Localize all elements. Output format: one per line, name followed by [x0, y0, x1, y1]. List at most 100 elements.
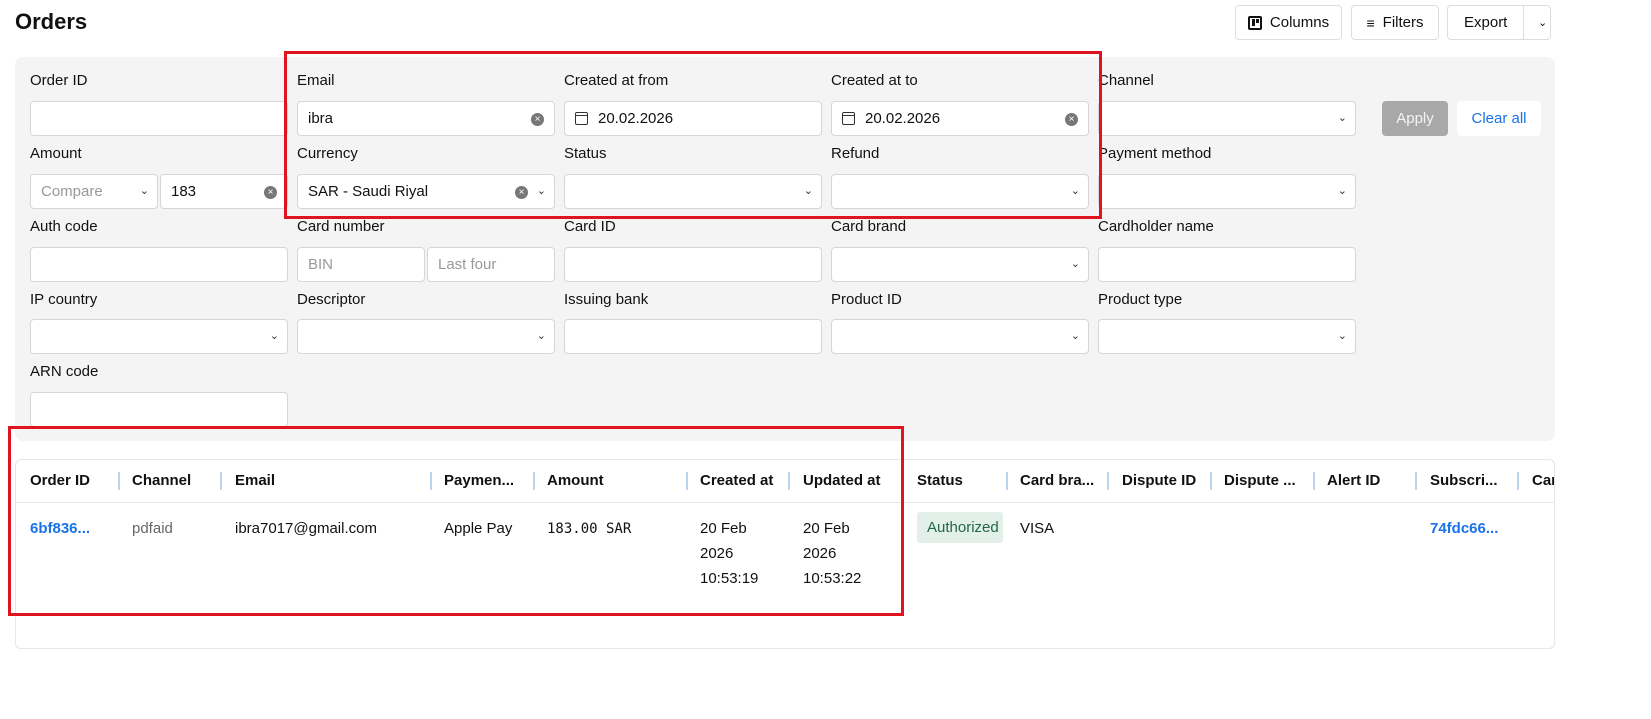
- chevron-down-icon: ⌄: [139, 185, 149, 197]
- email-value: ibra: [308, 110, 334, 127]
- column-header-subscription[interactable]: Subscri...: [1430, 472, 1498, 489]
- column-header-card-brand[interactable]: Card bra...: [1020, 472, 1095, 489]
- auth-code-input[interactable]: [30, 247, 288, 282]
- auth-code-label: Auth code: [30, 218, 98, 235]
- product-type-select[interactable]: ⌄: [1098, 319, 1356, 354]
- order-id-link[interactable]: 6bf836...: [30, 520, 91, 537]
- column-resize-handle[interactable]: [118, 472, 120, 490]
- clear-icon[interactable]: ×: [1065, 113, 1078, 126]
- columns-icon: [1247, 15, 1262, 30]
- column-resize-handle[interactable]: [533, 472, 535, 490]
- column-resize-handle[interactable]: [686, 472, 688, 490]
- highlight-box-row: [8, 426, 904, 616]
- column-resize-handle[interactable]: [788, 472, 790, 490]
- column-header-dispute-id[interactable]: Dispute ID: [1122, 472, 1197, 489]
- arn-code-label: ARN code: [30, 363, 99, 380]
- channel-select[interactable]: ⌄: [1098, 101, 1356, 136]
- column-resize-handle[interactable]: [1415, 472, 1417, 490]
- ip-country-label: IP country: [30, 291, 98, 308]
- refund-label: Refund: [831, 145, 880, 162]
- chevron-down-icon: ⌄: [269, 330, 279, 342]
- ip-country-select[interactable]: ⌄: [30, 319, 288, 354]
- updated-time: 10:53:22: [803, 570, 862, 587]
- column-resize-handle[interactable]: [1313, 472, 1315, 490]
- chevron-down-icon: ⌄: [1337, 330, 1347, 342]
- column-header-created-at[interactable]: Created at: [700, 472, 774, 489]
- channel-cell: pdfaid: [132, 520, 173, 537]
- currency-label: Currency: [297, 145, 358, 162]
- chevron-down-icon: ⌄: [1070, 185, 1080, 197]
- apply-button[interactable]: Apply: [1382, 101, 1448, 136]
- created-at-cell: 20 Feb 2026 10:53:19: [700, 516, 758, 591]
- amount-value: 183: [171, 183, 197, 200]
- status-select[interactable]: ⌄: [564, 174, 822, 209]
- columns-button[interactable]: Columns: [1235, 5, 1342, 40]
- payment-method-label: Payment method: [1098, 145, 1212, 162]
- filters-button[interactable]: ≡ Filters: [1351, 5, 1439, 40]
- column-header-card[interactable]: Car: [1532, 472, 1555, 489]
- amount-compare-select[interactable]: Compare ⌄: [30, 174, 158, 209]
- order-id-label: Order ID: [30, 72, 88, 89]
- currency-value: SAR - Saudi Riyal: [308, 183, 429, 200]
- email-cell: ibra7017@gmail.com: [235, 520, 377, 537]
- card-brand-select[interactable]: ⌄: [831, 247, 1089, 282]
- column-resize-handle[interactable]: [1006, 472, 1008, 490]
- card-id-input[interactable]: [564, 247, 822, 282]
- column-header-payment[interactable]: Paymen...: [444, 472, 515, 489]
- currency-select[interactable]: SAR - Saudi Riyal × ⌄: [297, 174, 555, 209]
- last-four-input[interactable]: Last four: [427, 247, 555, 282]
- column-resize-handle[interactable]: [1210, 472, 1212, 490]
- email-input[interactable]: ibra ×: [297, 101, 555, 136]
- column-header-updated-at[interactable]: Updated at: [803, 472, 881, 489]
- export-dropdown-chevron-icon[interactable]: ⌄: [1538, 17, 1548, 29]
- highlight-box-filters: [284, 51, 1102, 219]
- cardholder-name-input[interactable]: [1098, 247, 1356, 282]
- descriptor-select[interactable]: ⌄: [297, 319, 555, 354]
- created-from-label: Created at from: [564, 72, 669, 89]
- created-from-input[interactable]: 20.02.2026: [564, 101, 822, 136]
- column-header-dispute-status[interactable]: Dispute ...: [1224, 472, 1296, 489]
- calendar-icon: [575, 112, 588, 125]
- column-header-channel[interactable]: Channel: [132, 472, 192, 489]
- column-resize-handle[interactable]: [430, 472, 432, 490]
- chevron-down-icon: ⌄: [803, 185, 813, 197]
- clear-icon[interactable]: ×: [515, 186, 528, 199]
- product-type-label: Product type: [1098, 291, 1183, 308]
- export-button[interactable]: Export: [1448, 6, 1524, 39]
- subscription-link[interactable]: 74fdc66...: [1430, 520, 1499, 537]
- column-header-order-id[interactable]: Order ID: [30, 472, 91, 489]
- chevron-down-icon: ⌄: [1337, 185, 1347, 197]
- column-header-email[interactable]: Email: [235, 472, 276, 489]
- channel-label: Channel: [1098, 72, 1154, 89]
- created-to-input[interactable]: 20.02.2026 ×: [831, 101, 1089, 136]
- compare-placeholder: Compare: [41, 183, 103, 200]
- updated-date: 20 Feb: [803, 520, 850, 537]
- clear-icon[interactable]: ×: [531, 113, 544, 126]
- filters-label: Filters: [1382, 14, 1424, 31]
- order-id-input[interactable]: [30, 101, 288, 136]
- column-header-status[interactable]: Status: [917, 472, 963, 489]
- column-resize-handle[interactable]: [1107, 472, 1109, 490]
- updated-at-cell: 20 Feb 2026 10:53:22: [803, 516, 861, 591]
- card-brand-cell: VISA: [1020, 520, 1055, 537]
- chevron-down-icon: ⌄: [536, 330, 546, 342]
- column-header-alert-id[interactable]: Alert ID: [1327, 472, 1381, 489]
- page-title: Orders: [15, 9, 88, 34]
- amount-input[interactable]: 183 ×: [160, 174, 288, 209]
- calendar-icon: [842, 112, 855, 125]
- arn-code-input[interactable]: [30, 392, 288, 427]
- issuing-bank-input[interactable]: [564, 319, 822, 354]
- column-resize-handle[interactable]: [1517, 472, 1519, 490]
- chevron-down-icon: ⌄: [1337, 112, 1347, 124]
- created-date: 20 Feb: [700, 520, 747, 537]
- clear-icon[interactable]: ×: [264, 186, 277, 199]
- issuing-bank-label: Issuing bank: [564, 291, 649, 308]
- product-id-select[interactable]: ⌄: [831, 319, 1089, 354]
- column-header-amount[interactable]: Amount: [547, 472, 604, 489]
- bin-input[interactable]: BIN: [297, 247, 425, 282]
- payment-method-select[interactable]: ⌄: [1098, 174, 1356, 209]
- column-resize-handle[interactable]: [220, 472, 222, 490]
- refund-select[interactable]: ⌄: [831, 174, 1089, 209]
- filter-icon: ≡: [1366, 14, 1375, 31]
- clear-all-button[interactable]: Clear all: [1457, 101, 1541, 136]
